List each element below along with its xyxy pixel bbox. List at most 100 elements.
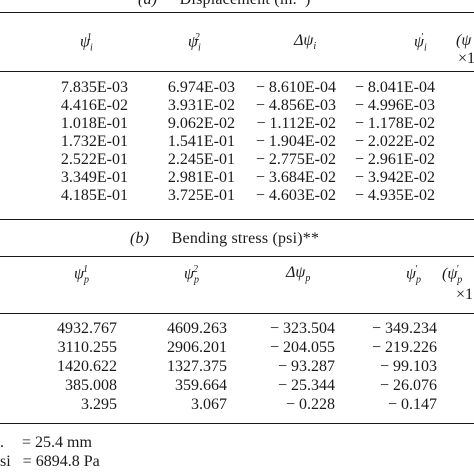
header-a-col4-sub: i <box>423 42 427 54</box>
header-b-col2-sup: 2 <box>192 264 198 275</box>
cell-b-3-2: − 25.344 <box>277 377 335 394</box>
cell-a-5-3: − 3.942E-02 <box>354 169 435 186</box>
section-b-title: Bending stress (psi)** <box>171 230 320 247</box>
cell-a-2-3: − 1.178E-02 <box>354 115 435 132</box>
cell-b-3-0: 385.008 <box>65 377 117 394</box>
cell-a-3-3: − 2.022E-02 <box>354 133 435 150</box>
cell-a-6-1: 3.725E-01 <box>167 187 235 204</box>
header-a-col4-sym: ψ <box>414 33 424 51</box>
cell-a-1-1: 3.931E-02 <box>167 97 235 114</box>
cell-a-0-3: − 8.041E-04 <box>354 79 435 96</box>
header-a-psi-i-1: ψi1 <box>80 32 93 54</box>
cell-b-1-1: 2906.201 <box>167 339 227 356</box>
cell-b-1-2: − 204.055 <box>269 339 335 356</box>
cell-b-4-3: − 0.147 <box>387 396 437 413</box>
header-b-col5-line1-text: (ψ <box>442 265 458 283</box>
cell-b-0-3: − 349.234 <box>371 320 437 337</box>
cell-a-6-2: − 4.603E-02 <box>255 187 336 204</box>
header-b-col5-line1: (ψp′ <box>442 264 462 286</box>
header-b-col5-line1-sub: p <box>457 274 463 286</box>
section-a-bottom-rule <box>0 219 474 220</box>
cell-a-5-0: 3.349E-01 <box>60 169 128 186</box>
cell-b-3-1: 359.664 <box>175 377 227 394</box>
cell-b-3-3: − 26.076 <box>379 377 437 394</box>
cell-b-1-0: 3110.255 <box>57 339 117 356</box>
cell-a-1-0: 4.416E-02 <box>60 97 128 114</box>
header-b-delta-psi-p: Δψp <box>286 264 310 284</box>
cell-a-1-2: − 4.856E-03 <box>255 97 336 114</box>
cell-b-0-2: − 323.504 <box>269 320 335 337</box>
header-b-col4-sup: ′ <box>414 264 418 275</box>
header-a-col3-prefix: Δψ <box>294 32 314 49</box>
cell-a-5-2: − 3.684E-02 <box>255 169 336 186</box>
section-a-letter: (a) <box>138 0 157 8</box>
cell-a-2-0: 1.018E-01 <box>60 115 128 132</box>
cell-b-0-0: 4932.767 <box>57 320 117 337</box>
footnote-2-text: = 6894.8 Pa <box>22 453 100 470</box>
section-a-caption: (a) Displacement (in.*) <box>138 0 311 9</box>
cell-b-1-3: − 219.226 <box>371 339 437 356</box>
header-b-col5-line2: ×1 <box>456 286 474 303</box>
header-a-col1-sym: ψ <box>80 33 90 51</box>
section-a-title: Displacement (in.*) <box>180 0 311 8</box>
header-b-col1-sym: ψ <box>74 265 84 283</box>
header-a-col4-sup: ′ <box>420 32 423 43</box>
section-a-top-rule <box>0 12 474 13</box>
cell-b-4-1: 3.067 <box>191 396 227 413</box>
cell-a-2-1: 9.062E-02 <box>167 115 235 132</box>
cell-a-3-1: 1.541E-01 <box>167 133 235 150</box>
cell-a-4-0: 2.522E-01 <box>60 151 128 168</box>
section-b-header-rule <box>0 313 474 314</box>
header-a-psi-i-prime: ψi′ <box>414 32 427 54</box>
cell-b-2-1: 1327.375 <box>167 358 227 375</box>
header-a-col5-line1: (ψ <box>456 32 472 49</box>
cell-b-2-3: − 99.103 <box>379 358 437 375</box>
header-a-col5-line2: ×1 <box>458 50 474 67</box>
cell-b-2-2: − 93.287 <box>277 358 335 375</box>
section-b-top-rule <box>0 256 474 257</box>
header-b-psi-p-1: ψp1 <box>74 264 89 286</box>
header-b-col3-sub: p <box>305 273 311 285</box>
footnote-2: si = 6894.8 Pa <box>0 453 100 471</box>
header-a-delta-psi-i: Δψi <box>294 32 316 52</box>
header-b-col5-line1-sup: ′ <box>456 264 459 275</box>
header-a-col5-clip: (ψ ×1 <box>450 30 474 72</box>
header-a-col2-sup: 2 <box>194 32 200 43</box>
header-b-psi-p-prime: ψp′ <box>406 264 421 286</box>
cell-b-0-1: 4609.263 <box>167 320 227 337</box>
cell-a-2-2: − 1.112E-02 <box>256 115 336 132</box>
footnote-1: . = 25.4 mm <box>0 434 92 452</box>
footnote-2-prefix: si <box>0 453 11 470</box>
cell-a-4-2: − 2.775E-02 <box>255 151 336 168</box>
cell-b-2-0: 1420.622 <box>57 358 117 375</box>
cell-a-1-3: − 4.996E-03 <box>354 97 435 114</box>
header-a-col3-sub: i <box>313 41 317 53</box>
footnote-1-text: = 25.4 mm <box>22 434 92 451</box>
cell-a-0-2: − 8.610E-04 <box>255 79 336 96</box>
header-b-col4-sub: p <box>415 274 421 286</box>
header-a-psi-i-2: ψi2 <box>188 32 201 54</box>
cell-b-4-2: − 0.228 <box>285 396 335 413</box>
section-b-caption: (b) Bending stress (psi)** <box>130 230 319 248</box>
header-b-col5-clip: (ψp′ ×1 <box>438 262 474 308</box>
header-a-col2-sym: ψ <box>188 33 198 51</box>
section-b-letter: (b) <box>130 230 150 247</box>
cell-a-0-0: 7.835E-03 <box>60 79 128 96</box>
cell-a-6-0: 4.185E-01 <box>60 187 128 204</box>
header-b-col2-sym: ψ <box>184 265 194 283</box>
cell-a-6-3: − 4.935E-02 <box>354 187 435 204</box>
header-b-col1-sub: p <box>83 274 89 286</box>
footnote-1-prefix: . <box>0 434 4 451</box>
header-a-col1-sub: i <box>89 42 93 54</box>
section-b-bottom-rule <box>0 423 474 424</box>
header-a-col2-sub: i <box>197 42 201 54</box>
cell-a-4-3: − 2.961E-02 <box>354 151 435 168</box>
header-b-col1-sup: 1 <box>82 264 88 275</box>
header-a-col1-sup: 1 <box>86 32 92 43</box>
cell-a-4-1: 2.245E-01 <box>167 151 235 168</box>
cell-a-0-1: 6.974E-03 <box>167 79 235 96</box>
header-b-psi-p-2: ψp2 <box>184 264 199 286</box>
cell-b-4-0: 3.295 <box>81 396 117 413</box>
header-b-col3-prefix: Δψ <box>286 264 306 281</box>
